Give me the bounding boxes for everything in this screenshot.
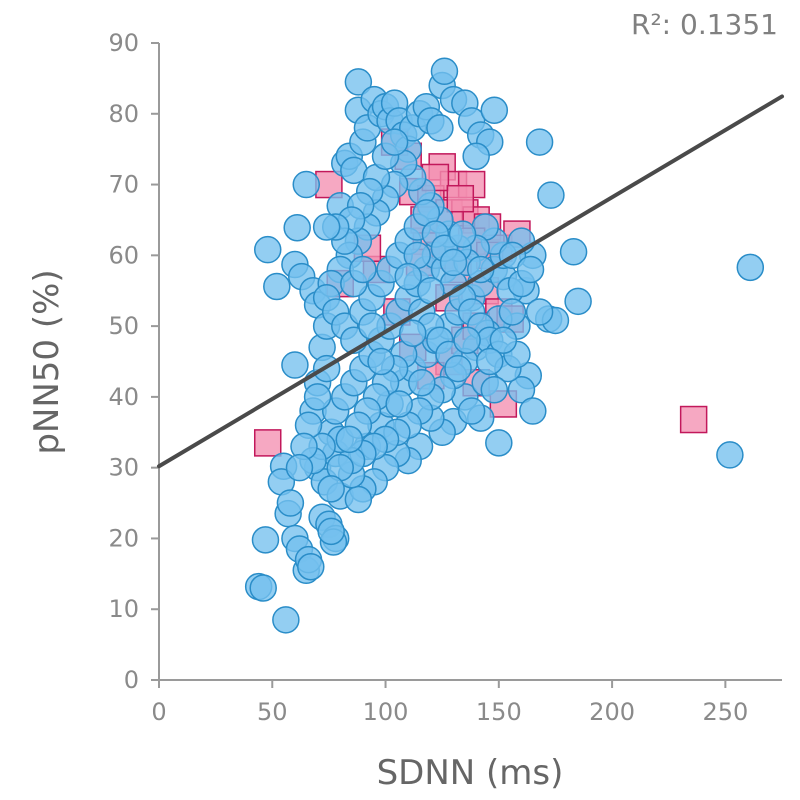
x-tick-label: 50	[257, 698, 288, 726]
r-squared-annotation: R²: 0.1351	[631, 8, 778, 41]
y-tick-label: 50	[108, 312, 139, 340]
data-point-circle	[457, 397, 486, 425]
data-point-circle	[394, 262, 422, 291]
data-point-circle	[344, 485, 373, 514]
y-tick-label: 10	[108, 595, 139, 623]
x-tick-label: 0	[151, 698, 166, 726]
data-point-circle	[444, 354, 472, 383]
data-point-circle	[519, 397, 547, 425]
y-tick-label: 30	[108, 454, 139, 482]
data-point-circle	[480, 96, 509, 124]
data-point-circle	[453, 326, 481, 355]
y-axis-title: pNN50 (%)	[27, 269, 67, 454]
data-point-circle	[736, 253, 765, 282]
data-point-circle	[398, 319, 427, 347]
data-point-circle	[276, 489, 305, 517]
data-point-circle	[292, 170, 321, 199]
data-point-circle	[349, 255, 377, 284]
data-point-square	[679, 405, 708, 434]
data-point-circle	[439, 248, 468, 277]
data-point-circle	[498, 298, 527, 326]
data-point-circle	[297, 553, 325, 581]
data-point-circle	[253, 235, 282, 264]
x-axis-ticks: 0 50 100 150 200 250	[151, 680, 748, 726]
data-point-circle	[489, 326, 518, 355]
y-tick-label: 0	[124, 666, 139, 694]
y-tick-label: 90	[108, 29, 139, 57]
data-point-circle	[408, 368, 436, 397]
data-points	[244, 57, 765, 634]
trend-line	[157, 94, 784, 469]
data-point-circle	[281, 351, 309, 379]
x-tick-label: 250	[702, 698, 748, 726]
data-point-circle	[285, 453, 314, 482]
data-point-circle	[283, 213, 311, 242]
data-point-square	[253, 429, 282, 457]
y-axis-ticks: 0 10 20 30 40 50 60 70 80 90	[108, 29, 159, 694]
y-tick-label: 80	[108, 100, 139, 128]
y-tick-label: 40	[108, 383, 139, 411]
data-point-circle	[344, 68, 373, 96]
data-point-circle	[430, 57, 459, 86]
data-point-circle	[426, 114, 454, 142]
data-point-circle	[507, 376, 536, 404]
y-tick-label: 70	[108, 171, 139, 199]
data-point-circle	[537, 181, 565, 209]
data-point-circle	[249, 574, 277, 602]
data-point-circle	[448, 220, 477, 248]
data-point-circle	[564, 287, 592, 316]
data-point-circle	[476, 347, 504, 376]
data-point-circle	[251, 526, 280, 554]
data-point-circle	[385, 390, 413, 418]
data-point-circle	[485, 429, 513, 457]
data-point-circle	[263, 272, 291, 301]
circle-marker-series	[244, 57, 765, 634]
data-point-circle	[525, 128, 554, 156]
data-point-circle	[303, 383, 332, 411]
data-point-circle	[335, 425, 364, 454]
data-point-circle	[716, 441, 744, 469]
data-point-circle	[367, 347, 395, 376]
data-point-circle	[516, 255, 545, 284]
data-point-circle	[462, 142, 490, 170]
x-axis-title: SDNN (ms)	[377, 753, 564, 793]
x-tick-label: 100	[363, 698, 409, 726]
x-tick-label: 150	[476, 698, 522, 726]
data-point-circle	[317, 517, 345, 546]
data-point-circle	[380, 128, 409, 156]
data-point-circle	[559, 238, 588, 266]
x-tick-label: 200	[589, 698, 635, 726]
data-point-circle	[272, 606, 300, 634]
data-point-square	[446, 184, 475, 213]
y-tick-label: 20	[108, 524, 139, 552]
data-point-circle	[480, 376, 509, 404]
data-point-circle	[525, 298, 554, 326]
data-point-circle	[317, 475, 345, 503]
y-tick-label: 60	[108, 241, 139, 269]
data-point-circle	[312, 213, 341, 241]
